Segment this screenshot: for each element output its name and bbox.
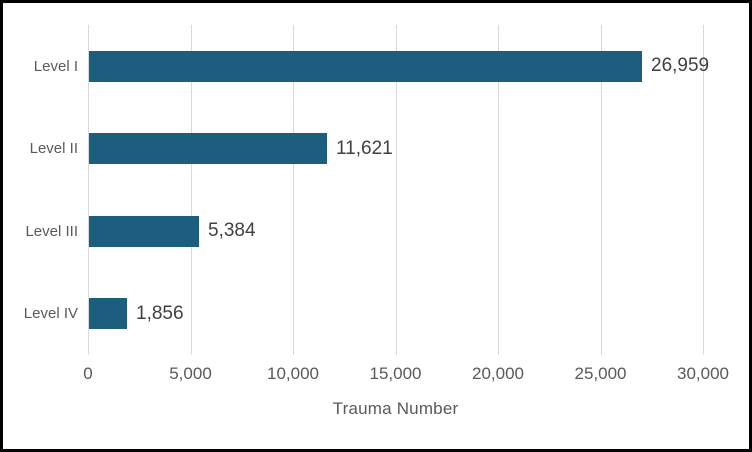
bar-level-i [89, 50, 642, 82]
category-label-level-iii: Level III [25, 222, 78, 240]
data-label-level-iv: 1,856 [136, 302, 184, 324]
gridline-10000 [293, 25, 294, 355]
gridline-25000 [601, 25, 602, 355]
gridline-15000 [396, 25, 397, 355]
category-label-level-i: Level I [33, 57, 78, 75]
bar-row-level-i: Level I 26,959 [0, 25, 752, 108]
x-tick-label-0: 0 [83, 364, 93, 383]
data-label-level-ii: 11,621 [336, 137, 393, 159]
x-axis-title: Trauma Number [332, 399, 459, 418]
bar-row-level-iii: Level III 5,384 [0, 190, 752, 273]
x-tick-label-15-000: 15,000 [369, 364, 422, 383]
gridline-0 [88, 25, 89, 355]
data-label-level-iii: 5,384 [208, 220, 256, 242]
bar-level-iii [89, 215, 199, 247]
x-tick-label-25-000: 25,000 [574, 364, 627, 383]
x-tick-label-30-000: 30,000 [677, 364, 729, 383]
gridline-5000 [191, 25, 192, 355]
data-label-level-i: 26,959 [651, 55, 710, 77]
x-tick-label-5-000: 5,000 [169, 364, 212, 383]
gridline-30000 [703, 25, 704, 355]
category-label-level-ii: Level II [29, 140, 78, 158]
bar-level-iv [89, 298, 127, 330]
gridline-20000 [498, 25, 499, 355]
bar-row-level-ii: Level II 11,621 [0, 108, 752, 191]
bar-level-ii [89, 133, 327, 165]
category-label-level-iv: Level IV [23, 305, 78, 323]
x-tick-label-20-000: 20,000 [472, 364, 524, 383]
x-tick-label-10-000: 10,000 [267, 364, 319, 383]
bar-row-level-iv: Level IV 1,856 [0, 273, 752, 356]
